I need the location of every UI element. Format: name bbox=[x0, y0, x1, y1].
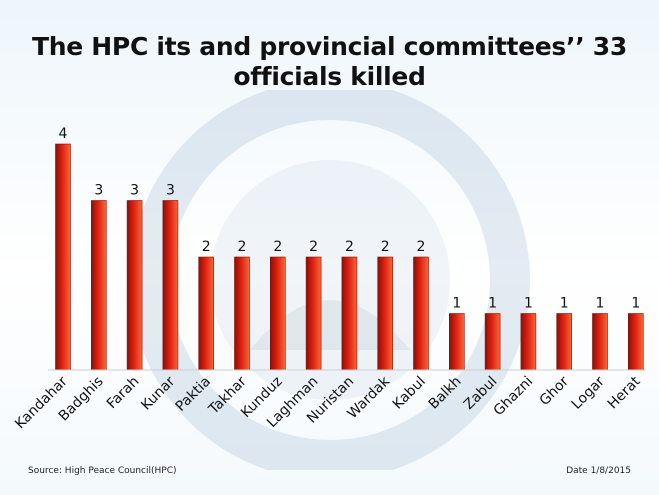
chart-title-line1: The HPC its and provincial committees’’ … bbox=[31, 32, 628, 61]
bar-kabul bbox=[413, 256, 429, 371]
chart-title-line2: officials killed bbox=[233, 62, 426, 91]
data-label-kunar: 3 bbox=[166, 183, 175, 199]
tick-label-logar: Logar bbox=[569, 373, 608, 412]
tick-label-herat: Herat bbox=[605, 373, 644, 412]
data-label-logar: 1 bbox=[596, 296, 605, 312]
data-label-wardak: 2 bbox=[381, 239, 390, 255]
bar-herat bbox=[627, 313, 644, 371]
chart-title: The HPC its and provincial committees’’ … bbox=[20, 32, 639, 92]
tick-label-kunar: Kunar bbox=[138, 373, 178, 413]
labels-layer: 4Kandahar3Badghis3Farah3Kunar2Paktia2Tak… bbox=[12, 126, 644, 432]
bar-ghor bbox=[556, 313, 573, 371]
data-label-nuristan: 2 bbox=[345, 239, 354, 255]
tick-label-ghazni: Ghazni bbox=[491, 374, 537, 420]
bar-balkh bbox=[448, 313, 465, 371]
bar-kunduz bbox=[269, 256, 286, 371]
bar-farah bbox=[126, 200, 143, 371]
date-note: Date 1/8/2015 bbox=[566, 466, 631, 476]
bar-badghis bbox=[91, 200, 107, 371]
bar-laghman bbox=[305, 256, 322, 371]
tick-label-farah: Farah bbox=[104, 374, 143, 413]
data-label-herat: 1 bbox=[631, 296, 640, 312]
tick-label-ghor: Ghor bbox=[537, 373, 573, 409]
data-label-takhar: 2 bbox=[238, 239, 247, 255]
data-label-laghman: 2 bbox=[309, 239, 318, 255]
tick-label-kandahar: Kandahar bbox=[12, 373, 71, 432]
data-label-ghor: 1 bbox=[560, 296, 569, 312]
bars-layer bbox=[55, 143, 644, 371]
bar-wardak bbox=[377, 256, 394, 371]
bar-paktia bbox=[198, 256, 214, 371]
data-label-ghazni: 1 bbox=[524, 296, 533, 312]
bar-ghazni bbox=[520, 313, 537, 371]
data-label-farah: 3 bbox=[130, 183, 139, 199]
tick-label-kabul: Kabul bbox=[390, 374, 429, 413]
data-label-badghis: 3 bbox=[94, 183, 103, 199]
data-label-kunduz: 2 bbox=[273, 239, 282, 255]
data-label-kabul: 2 bbox=[417, 239, 426, 255]
tick-label-balkh: Balkh bbox=[426, 374, 465, 413]
data-label-paktia: 2 bbox=[202, 239, 211, 255]
bar-kunar bbox=[162, 200, 179, 371]
bar-nuristan bbox=[341, 256, 358, 371]
bar-takhar bbox=[234, 256, 250, 371]
source-note: Source: High Peace Council(HPC) bbox=[28, 466, 177, 476]
bar-kandahar bbox=[55, 143, 71, 371]
data-label-zabul: 1 bbox=[488, 296, 497, 312]
data-label-balkh: 1 bbox=[452, 296, 461, 312]
bar-zabul bbox=[484, 313, 501, 371]
data-label-kandahar: 4 bbox=[59, 126, 68, 142]
bar-logar bbox=[592, 313, 608, 371]
